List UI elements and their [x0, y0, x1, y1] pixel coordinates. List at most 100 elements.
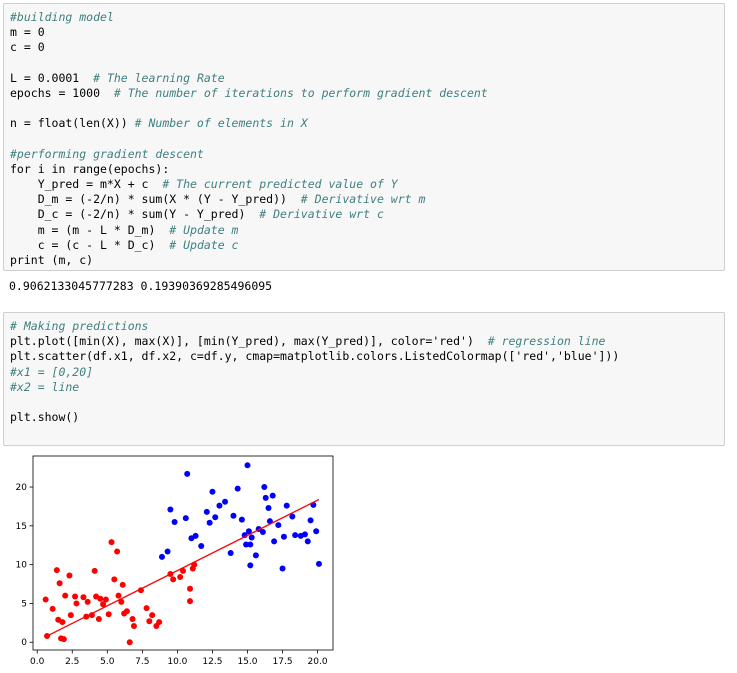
scatter-point	[143, 605, 150, 612]
y-tick-label: 15	[16, 522, 27, 532]
scatter-point	[129, 615, 136, 622]
code-comment: # The learning Rate	[93, 70, 225, 85]
scatter-point	[307, 517, 314, 524]
code-comment: #performing gradient descent	[10, 146, 204, 161]
scatter-point	[275, 522, 282, 529]
chart: 0.0 2.5 5.0 7.5 10.0 12.5 15.0 17.5 20.0 0 5 10 15 20	[16, 455, 334, 667]
scatter-point	[53, 567, 60, 574]
code-line: c = 0	[10, 40, 724, 55]
scatter-point	[243, 541, 250, 548]
scatter-point	[182, 515, 189, 522]
code-comment: # The number of iterations to perform gr…	[113, 85, 488, 100]
scatter-point	[234, 485, 241, 492]
scatter-point	[67, 612, 74, 619]
code-comment: # regression line	[487, 334, 606, 349]
y-tick-label: 20	[16, 483, 28, 493]
code-text: epochs = 1000	[10, 85, 114, 100]
code-line: print (m, c)	[10, 253, 724, 268]
code-comment: # Derivative wrt c	[259, 207, 384, 222]
blank-line	[10, 101, 724, 116]
scatter-point	[42, 596, 49, 603]
x-tick-label: 2.5	[65, 657, 79, 667]
scatter-point	[56, 580, 63, 587]
x-tick-label: 15.0	[237, 657, 257, 667]
scatter-point	[84, 598, 91, 605]
scatter-point	[212, 514, 219, 521]
scatter-point	[156, 619, 163, 626]
code-line: Y_pred = m*X + c # The current predicted…	[10, 177, 724, 192]
scatter-point	[115, 592, 122, 599]
scatter-point	[269, 492, 276, 499]
code-line: m = 0	[10, 25, 724, 40]
scatter-point	[62, 592, 69, 599]
scatter-point	[209, 488, 216, 495]
scatter-point	[247, 541, 254, 548]
scatter-point	[114, 548, 121, 555]
scatter-point	[271, 538, 278, 545]
scatter-point	[222, 498, 229, 505]
code-comment: # The current predicted value of Y	[162, 177, 398, 192]
scatter-point	[59, 619, 66, 626]
scatter-point	[301, 531, 308, 538]
scatter-point	[292, 532, 299, 539]
code-text: D_c = (-2/n) * sum(Y - Y_pred)	[10, 207, 260, 222]
scatter-point	[248, 534, 255, 541]
code-line: plt.show()	[10, 410, 724, 425]
blank-line	[10, 132, 724, 147]
code-comment: # Making predictions	[10, 319, 149, 333]
scatter-point	[119, 581, 126, 588]
code-text: c = 0	[10, 40, 45, 55]
scatter-point	[158, 553, 165, 560]
code-comment: # Update m	[169, 222, 239, 237]
scatter-point	[171, 518, 178, 525]
scatter-point	[111, 576, 118, 583]
scatter-point	[100, 601, 107, 608]
scatter-point	[49, 605, 56, 612]
y-tick-label: 0	[21, 638, 27, 648]
code-cell[interactable]: # Making predictions plt.plot([min(X), ma…	[3, 312, 725, 446]
code-comment: #building model	[10, 10, 114, 24]
scatter-point	[130, 622, 137, 629]
regression-line	[46, 498, 320, 637]
scatter-point	[247, 562, 254, 569]
scatter-point	[203, 508, 210, 515]
scatter-point	[105, 611, 112, 618]
blank-line	[10, 56, 724, 71]
scatter-point	[184, 470, 191, 477]
y-tick-label: 5	[21, 599, 27, 609]
code-text: n = float(len(X))	[10, 116, 135, 131]
scatter-point	[280, 533, 287, 540]
code-line: D_c = (-2/n) * sum(Y - Y_pred) # Derivat…	[10, 207, 724, 222]
scatter-point	[60, 636, 67, 643]
scatter-point	[95, 615, 102, 622]
scatter-point	[80, 594, 87, 601]
code-line: plt.scatter(df.x1, df.x2, c=df.y, cmap=m…	[10, 349, 724, 364]
scatter-point	[230, 512, 237, 519]
scatter-point	[187, 598, 194, 605]
code-line: c = (c - L * D_c) # Update c	[10, 238, 724, 253]
scatter-point	[97, 595, 104, 602]
scatter-point	[304, 538, 311, 545]
scatter-point	[216, 502, 223, 509]
code-text: L = 0.0001	[10, 70, 94, 85]
x-tick-label: 7.5	[135, 657, 149, 667]
code-comment: # Update c	[169, 237, 239, 252]
scatter-point	[180, 567, 186, 574]
scatter-point	[289, 513, 296, 520]
scatter-point	[108, 539, 115, 546]
code-line: #x1 = [0,20]	[10, 365, 724, 380]
x-tick-label: 12.5	[202, 657, 222, 667]
scatter-point	[283, 502, 290, 509]
code-text: plt.show()	[10, 410, 80, 425]
scatter-point	[91, 567, 98, 574]
scatter-point	[227, 550, 234, 556]
code-text: c = (c - L * D_c)	[10, 237, 170, 252]
code-text: print (m, c)	[10, 253, 94, 267]
code-line: D_m = (-2/n) * sum(X * (Y - Y_pred)) # D…	[10, 192, 724, 207]
code-text: m = (m - L * D_m)	[10, 222, 170, 237]
code-line: for i in range(epochs):	[10, 162, 724, 177]
scatter-point	[244, 462, 251, 469]
code-line: #x2 = line	[10, 380, 724, 395]
